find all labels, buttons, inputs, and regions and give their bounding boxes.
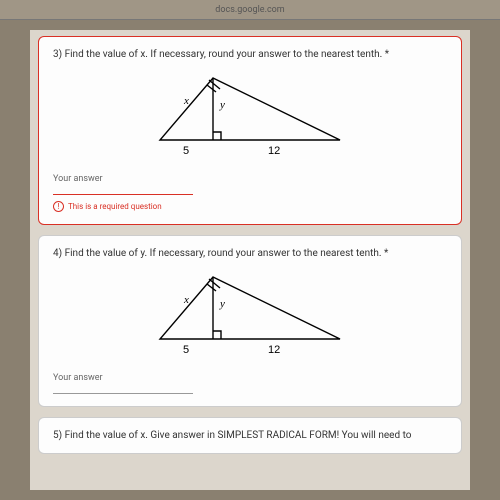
label-x: x [183, 95, 189, 107]
browser-url-bar: docs.google.com [0, 0, 500, 20]
alert-icon: ! [53, 201, 64, 212]
form-stage: 3) Find the value of x. If necessary, ro… [0, 20, 500, 500]
answer-input[interactable] [53, 393, 193, 394]
label-5: 5 [183, 344, 189, 356]
label-x: x [183, 294, 189, 306]
question-card-5: 5) Find the value of x. Give answer in S… [38, 417, 462, 454]
triangle-diagram: x y 5 12 [150, 269, 350, 359]
triangle-diagram: x y 5 12 [150, 70, 350, 160]
figure-wrap: x y 5 12 [53, 66, 447, 168]
label-y: y [219, 298, 225, 310]
label-y: y [219, 99, 225, 111]
form-inner: 3) Find the value of x. If necessary, ro… [30, 30, 470, 490]
question-card-3: 3) Find the value of x. If necessary, ro… [38, 36, 462, 225]
question-text: 4) Find the value of y. If necessary, ro… [53, 248, 447, 259]
label-12: 12 [268, 145, 280, 157]
answer-input[interactable] [53, 194, 193, 195]
question-text: 3) Find the value of x. If necessary, ro… [53, 49, 447, 60]
error-row: ! This is a required question [53, 201, 447, 212]
figure-wrap: x y 5 12 [53, 265, 447, 367]
answer-label: Your answer [53, 174, 447, 184]
error-text: This is a required question [68, 202, 162, 211]
url-text: docs.google.com [215, 5, 284, 15]
label-12: 12 [268, 344, 280, 356]
answer-label: Your answer [53, 373, 447, 383]
question-card-4: 4) Find the value of y. If necessary, ro… [38, 235, 462, 407]
label-5: 5 [183, 145, 189, 157]
question-text: 5) Find the value of x. Give answer in S… [53, 430, 447, 441]
